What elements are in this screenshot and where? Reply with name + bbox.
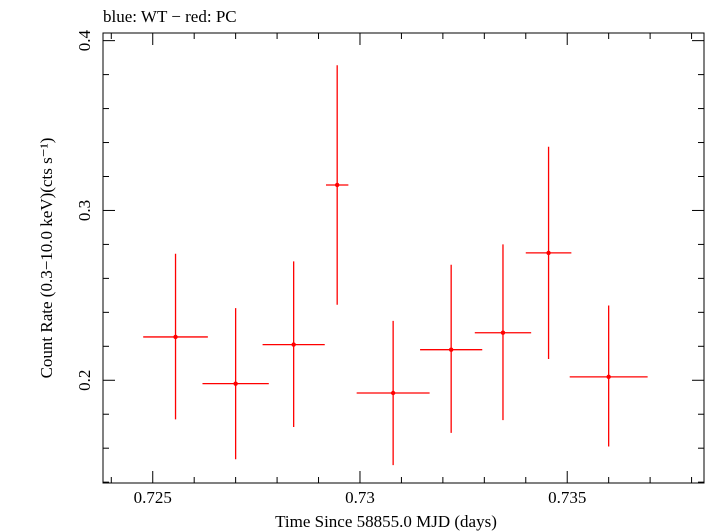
data-point — [143, 253, 208, 420]
plot-frame — [102, 32, 705, 484]
y-axis-label: Count Rate (0.3−10.0 keV)(cts s⁻¹) — [37, 138, 56, 379]
data-marker — [334, 182, 340, 188]
data-point — [474, 244, 532, 421]
data-marker — [448, 347, 454, 352]
data-marker — [233, 381, 238, 386]
data-point — [262, 261, 325, 427]
x-tick-label: 0.735 — [548, 488, 586, 507]
y-tick-label: 0.3 — [75, 200, 94, 221]
data-marker — [500, 330, 506, 335]
data-marker — [291, 342, 296, 347]
chart-title: blue: WT − red: PC — [103, 7, 237, 26]
y-tick-label: 0.4 — [75, 30, 94, 52]
data-point — [202, 308, 269, 460]
axis-tick-labels: 0.725 0.73 0.735 0.2 0.3 0.4 — [75, 30, 586, 507]
data-points — [143, 65, 648, 466]
data-marker — [390, 390, 396, 396]
data-point — [356, 320, 430, 466]
x-tick-label: 0.725 — [134, 488, 172, 507]
data-marker — [173, 334, 178, 340]
x-tick-label: 0.73 — [345, 488, 375, 507]
data-marker — [606, 374, 611, 380]
data-point — [325, 65, 349, 305]
axis-ticks — [103, 33, 704, 483]
data-point — [525, 146, 572, 360]
x-axis-label: Time Since 58855.0 MJD (days) — [275, 512, 497, 531]
data-point — [569, 305, 648, 447]
y-tick-label: 0.2 — [75, 370, 94, 391]
data-marker — [546, 250, 551, 256]
data-point — [420, 264, 483, 433]
